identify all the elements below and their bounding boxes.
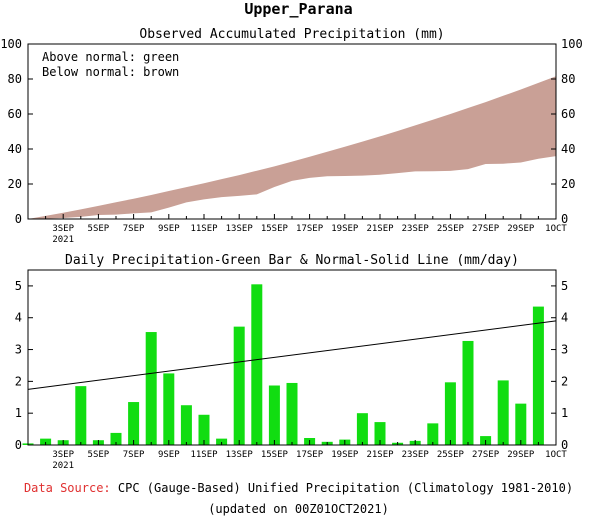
x-tick-label: 19SEP	[331, 224, 359, 234]
daily-bar	[444, 382, 456, 445]
accumulated-chart-title: Observed Accumulated Precipitation (mm)	[139, 27, 445, 42]
x-tick-label: 19SEP	[331, 450, 359, 460]
y-tick-label-left: 3	[15, 343, 22, 357]
x-tick-label: 5SEP	[88, 450, 110, 460]
x-tick-label: 9SEP	[158, 224, 180, 234]
y-tick-label-right: 100	[561, 37, 583, 51]
daily-chart-title: Daily Precipitation-Green Bar & Normal-S…	[65, 253, 519, 268]
data-source-text: CPC (Gauge-Based) Unified Precipitation …	[117, 481, 574, 495]
x-tick-label: 29SEP	[507, 224, 535, 234]
daily-bar	[251, 284, 263, 445]
x-year-label: 2021	[52, 461, 74, 471]
x-tick-label: 21SEP	[366, 450, 394, 460]
y-tick-label-left: 100	[0, 37, 22, 51]
x-tick-label: 25SEP	[437, 224, 465, 234]
y-tick-label-left: 60	[8, 107, 22, 121]
y-tick-label-left: 1	[15, 406, 22, 420]
main-title: Upper_Parana	[244, 0, 353, 18]
x-tick-label: 17SEP	[296, 450, 324, 460]
x-tick-label: 17SEP	[296, 224, 324, 234]
legend-above-normal: Above normal: green	[42, 50, 180, 64]
x-tick-label: 23SEP	[402, 450, 430, 460]
y-tick-label-left: 80	[8, 72, 22, 86]
daily-bar	[180, 405, 192, 445]
x-tick-label: 23SEP	[402, 224, 430, 234]
daily-bar	[497, 380, 509, 445]
daily-chart: 0 0 1 1 2 2 3 3 4 4 5 5 3SEP 5SEP 7SEP 9SEP 11SEP 13SEP 15…	[15, 269, 568, 471]
daily-bar	[110, 432, 122, 445]
x-tick-label: 27SEP	[472, 224, 500, 234]
data-source-line: Data Source: CPC (Gauge-Based) Unified P…	[0, 481, 597, 495]
x-tick-label: 11SEP	[190, 450, 218, 460]
x-tick-label: 7SEP	[123, 224, 145, 234]
y-tick-label-left: 0	[15, 438, 22, 452]
daily-bar	[532, 306, 544, 445]
daily-bar	[216, 438, 228, 445]
y-tick-label-left: 4	[15, 311, 22, 325]
x-tick-label: 3SEP	[52, 450, 74, 460]
x-tick-label: 1OCT	[545, 224, 567, 234]
daily-bar	[233, 326, 245, 445]
y-tick-label-left: 2	[15, 374, 22, 388]
daily-bar	[75, 386, 87, 445]
x-tick-label: 9SEP	[158, 450, 180, 460]
daily-bar	[128, 402, 140, 445]
y-tick-label-left: 0	[15, 212, 22, 226]
y-tick-label-right: 1	[561, 406, 568, 420]
y-tick-label-right: 60	[561, 107, 575, 121]
x-tick-label: 3SEP	[52, 224, 74, 234]
daily-bar	[356, 413, 368, 445]
x-tick-label: 1OCT	[545, 450, 567, 460]
data-source-label: Data Source:	[23, 481, 111, 495]
daily-bar	[462, 340, 474, 445]
x-tick-label: 27SEP	[472, 450, 500, 460]
x-tick-label: 15SEP	[261, 224, 289, 234]
y-tick-label-right: 80	[561, 72, 575, 86]
daily-bar	[40, 438, 52, 445]
y-tick-label-right: 3	[561, 343, 568, 357]
accumulated-chart: 0 0 20 20 40 40 60 60 80 80 100 100 3SEP 5SEP 7SEP 9SEP…	[0, 37, 582, 245]
x-tick-label: 5SEP	[88, 224, 110, 234]
x-tick-label: 29SEP	[507, 450, 535, 460]
y-tick-label-right: 20	[561, 177, 575, 191]
daily-bar	[198, 414, 210, 445]
daily-bar	[515, 403, 527, 445]
y-tick-label-right: 2	[561, 374, 568, 388]
daily-bar	[163, 373, 175, 445]
daily-bar	[268, 385, 280, 445]
x-tick-label: 21SEP	[366, 224, 394, 234]
y-tick-label-left: 5	[15, 279, 22, 293]
updated-note: (updated on 00Z01OCT2021)	[208, 502, 389, 516]
daily-bar	[286, 382, 298, 445]
y-tick-label-right: 0	[561, 438, 568, 452]
y-tick-label-left: 40	[8, 142, 22, 156]
y-tick-label-left: 20	[8, 177, 22, 191]
normal-line	[27, 320, 557, 390]
x-tick-label: 25SEP	[437, 450, 465, 460]
legend-below-normal: Below normal: brown	[42, 65, 180, 79]
below-normal-area	[28, 76, 556, 219]
y-tick-label-right: 4	[561, 311, 568, 325]
daily-bar	[145, 332, 157, 445]
x-tick-label: 15SEP	[261, 450, 289, 460]
x-year-label: 2021	[52, 235, 74, 245]
y-tick-label-right: 0	[561, 212, 568, 226]
y-tick-label-right: 40	[561, 142, 575, 156]
x-tick-label: 11SEP	[190, 224, 218, 234]
daily-bar	[427, 423, 439, 445]
y-tick-label-right: 5	[561, 279, 568, 293]
x-tick-label: 13SEP	[226, 450, 254, 460]
x-tick-label: 13SEP	[226, 224, 254, 234]
daily-bar	[374, 422, 386, 445]
x-tick-label: 7SEP	[123, 450, 145, 460]
